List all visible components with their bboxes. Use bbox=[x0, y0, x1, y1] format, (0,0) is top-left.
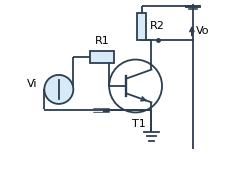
FancyBboxPatch shape bbox=[90, 51, 114, 63]
Text: R1: R1 bbox=[95, 36, 110, 46]
FancyBboxPatch shape bbox=[137, 13, 146, 40]
Text: Vi: Vi bbox=[27, 79, 38, 89]
Text: Vo: Vo bbox=[196, 26, 210, 36]
Text: T1: T1 bbox=[132, 119, 146, 129]
Circle shape bbox=[44, 75, 73, 104]
Text: R2: R2 bbox=[150, 21, 165, 31]
